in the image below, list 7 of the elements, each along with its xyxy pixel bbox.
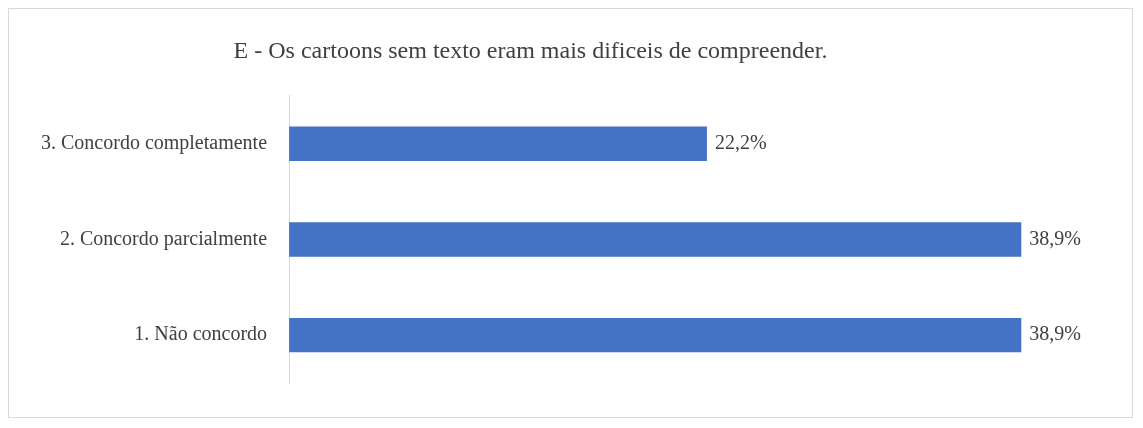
y-tick-label: 3. Concordo completamente bbox=[41, 130, 268, 154]
data-label: 38,9% bbox=[1029, 322, 1081, 345]
chart-title: E - Os cartoons sem texto eram mais dificeis de compreender. bbox=[233, 36, 828, 63]
data-label: 38,9% bbox=[1029, 226, 1081, 249]
data-label: 22,2% bbox=[714, 130, 767, 153]
y-tick-label: 1. Não concordo bbox=[134, 322, 268, 345]
y-tick-label: 2. Concordo parcialmente bbox=[59, 226, 268, 250]
